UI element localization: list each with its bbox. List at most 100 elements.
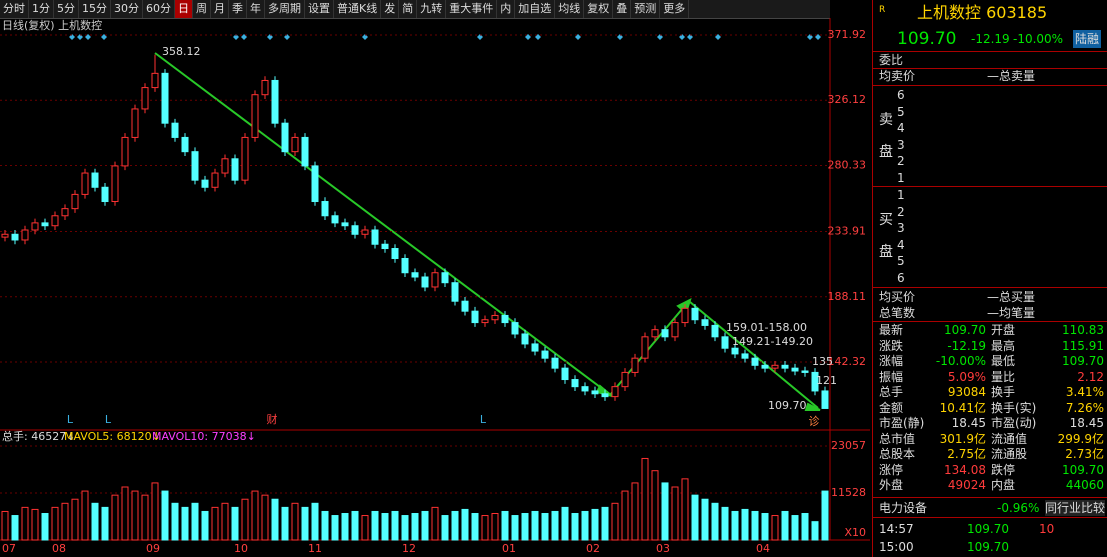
- candle: [381, 239, 389, 253]
- candle-body: [741, 353, 749, 359]
- toolbar-button[interactable]: 5分: [54, 0, 79, 18]
- annotation: 109.70: [768, 399, 807, 412]
- candle: [731, 343, 739, 359]
- toolbar-button[interactable]: 重大事件: [446, 0, 498, 18]
- candle-body: [381, 243, 389, 250]
- toolbar-button[interactable]: 叠: [613, 0, 632, 18]
- stat-label: 流通股: [991, 447, 1028, 461]
- label: 委比: [879, 53, 904, 67]
- volume-bar: [291, 502, 299, 541]
- candle: [131, 104, 139, 142]
- candle-body: [471, 310, 479, 324]
- panel-row: 15:00 109.70: [877, 539, 1106, 555]
- stat-label: 跌停: [991, 462, 1016, 477]
- volume-bar: [91, 502, 99, 541]
- stat-label: 流通值: [991, 431, 1028, 446]
- toolbar-button[interactable]: 内: [497, 0, 516, 18]
- candle-body: [201, 179, 209, 188]
- volume-bar: [251, 490, 259, 541]
- candle-body: [371, 229, 379, 245]
- toolbar-button[interactable]: 周: [193, 0, 211, 18]
- annotation: 159.01-158.00: [726, 321, 807, 334]
- toolbar-button[interactable]: 分时: [0, 0, 29, 18]
- panel-row: 5: [877, 104, 1106, 120]
- toolbar-button[interactable]: 更多: [660, 0, 690, 18]
- toolbar-button[interactable]: 均线: [555, 0, 585, 18]
- toolbar-button[interactable]: 简: [399, 0, 418, 18]
- industry-pct: -0.96%: [997, 501, 1040, 515]
- price-tick-label: 188.11: [828, 290, 867, 303]
- volume-bar: [261, 494, 269, 541]
- stat-label: 振幅: [879, 369, 904, 384]
- candle: [271, 76, 279, 128]
- buy-level: 5: [897, 254, 905, 268]
- month-label: 04: [756, 542, 770, 555]
- toolbar-button[interactable]: 月: [211, 0, 229, 18]
- candle: [341, 218, 349, 231]
- volume-bar: [621, 490, 629, 541]
- toolbar-button[interactable]: 发: [381, 0, 400, 18]
- toolbar-button[interactable]: 普通K线: [334, 0, 382, 18]
- toolbar-button[interactable]: 九转: [417, 0, 447, 18]
- stat-label: 外盘: [879, 478, 904, 492]
- toolbar-button[interactable]: 1分: [29, 0, 54, 18]
- stat-value: 5.09%: [947, 369, 986, 384]
- toolbar-button[interactable]: 60分: [143, 0, 175, 18]
- volume-bar: [331, 515, 339, 541]
- toolbar-button[interactable]: 年: [247, 0, 265, 18]
- annotation: 149.21-149.20: [732, 335, 813, 348]
- candle-body: [21, 229, 29, 241]
- toolbar-button[interactable]: 季: [229, 0, 247, 18]
- month-label: 09: [146, 542, 160, 555]
- toolbar-button[interactable]: 设置: [305, 0, 334, 18]
- volume-bar: [21, 506, 29, 541]
- panel-row: 总股本 2.75亿 流通股 2.73亿: [877, 446, 1106, 462]
- side-label: 卖: [879, 112, 893, 128]
- candle: [601, 389, 609, 401]
- volume-bar: [731, 510, 739, 541]
- sell-level: 3: [897, 137, 905, 152]
- candle-body: [701, 319, 709, 326]
- candle: [41, 218, 49, 231]
- toolbar-button[interactable]: 日: [175, 0, 193, 18]
- candle: [421, 272, 429, 292]
- candle-body: [351, 225, 359, 235]
- month-label: 10: [234, 542, 248, 555]
- candle: [411, 268, 419, 282]
- toolbar-button[interactable]: 15分: [79, 0, 111, 18]
- toolbar-button[interactable]: 复权: [584, 0, 614, 18]
- candle: [471, 306, 479, 327]
- candle-body: [481, 319, 489, 324]
- toolbar-button[interactable]: 加自选: [515, 0, 556, 18]
- toolbar-button[interactable]: 多周期: [265, 0, 305, 18]
- stat-value: 2.75亿: [947, 447, 986, 461]
- candle: [661, 325, 669, 342]
- volume-bar: [511, 515, 519, 541]
- toolbar-button[interactable]: 预测: [631, 0, 661, 18]
- candle-body: [801, 370, 809, 373]
- stat-value: 109.70: [944, 323, 986, 337]
- toolbar-button[interactable]: 30分: [111, 0, 143, 18]
- candle: [311, 161, 319, 206]
- candle-body: [71, 193, 79, 210]
- candle-body: [491, 314, 499, 321]
- volume-bar: [801, 512, 809, 541]
- candle-body: [751, 357, 759, 366]
- volume-bar: [131, 490, 139, 541]
- candle: [581, 382, 589, 396]
- divider: [873, 85, 1107, 86]
- candle-body: [511, 322, 519, 335]
- candle: [781, 361, 789, 373]
- stat-value: 109.70: [1062, 462, 1104, 477]
- candle-body: [331, 215, 339, 224]
- candle-body: [431, 272, 439, 288]
- candle: [491, 311, 499, 325]
- buy-level: 2: [897, 204, 905, 219]
- candle: [361, 225, 369, 239]
- candle-body: [101, 186, 109, 203]
- price-tick-label: 371.92: [828, 28, 867, 41]
- candle: [561, 363, 569, 384]
- stat-label: 内盘: [991, 478, 1016, 492]
- volume-bar: [61, 502, 69, 541]
- candle: [511, 318, 519, 339]
